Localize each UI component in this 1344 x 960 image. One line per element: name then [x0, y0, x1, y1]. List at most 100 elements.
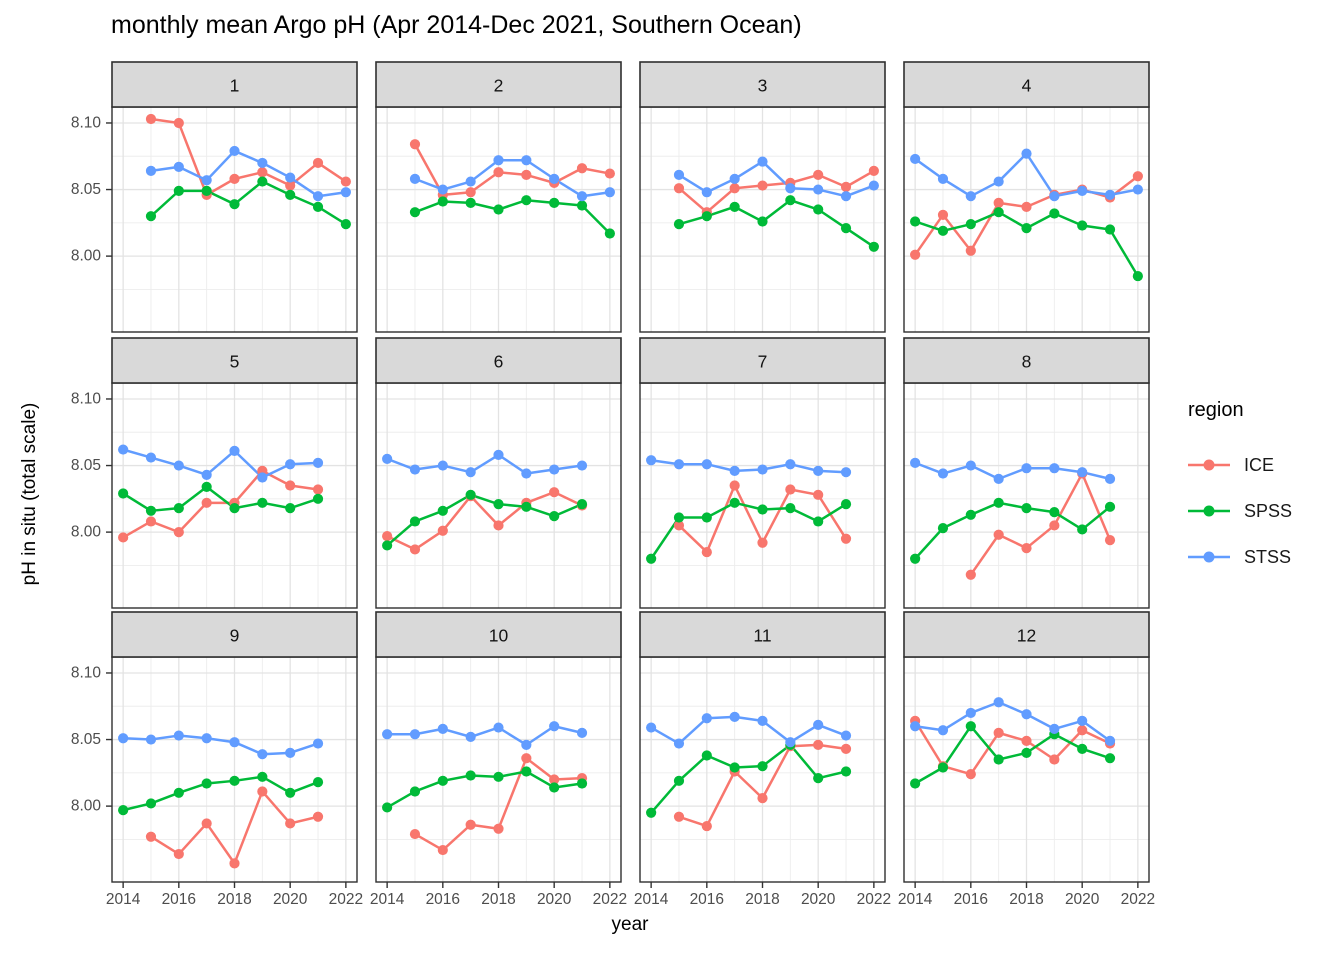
- series-points-STSS: [673, 156, 879, 202]
- data-point: [673, 738, 685, 749]
- data-point: [145, 831, 157, 842]
- data-point: [312, 493, 324, 504]
- data-point: [118, 488, 129, 499]
- series-line-ICE: [149, 117, 348, 197]
- y-tick-label: 8.05: [71, 457, 101, 474]
- data-point: [910, 216, 921, 227]
- data-point: [1104, 189, 1116, 200]
- data-point: [549, 197, 560, 208]
- facet-strip: [111, 61, 358, 108]
- data-point: [229, 858, 240, 869]
- data-point: [382, 531, 393, 542]
- data-point: [1021, 148, 1032, 159]
- x-tick-label: 2014: [898, 891, 933, 908]
- legend-label: ICE: [1244, 454, 1275, 475]
- series-points-SPSS: [646, 497, 852, 564]
- data-point: [701, 187, 712, 198]
- data-point: [1104, 753, 1116, 764]
- facet-strip: [375, 61, 622, 108]
- data-point: [757, 216, 768, 227]
- data-point: [965, 569, 976, 580]
- data-point: [785, 484, 796, 495]
- facet-strip-label: 1: [230, 76, 240, 96]
- data-point: [257, 497, 268, 508]
- data-point: [1104, 224, 1116, 235]
- data-point: [201, 778, 212, 789]
- data-point: [673, 520, 685, 531]
- data-point: [229, 737, 240, 748]
- data-point: [1049, 723, 1060, 734]
- data-point: [729, 201, 740, 212]
- plot-title: monthly mean Argo pH (Apr 2014-Dec 2021,…: [111, 11, 802, 39]
- data-point: [382, 729, 393, 740]
- data-point: [965, 460, 976, 471]
- data-point: [910, 249, 921, 260]
- data-point: [937, 762, 949, 773]
- data-point: [910, 553, 921, 564]
- data-point: [465, 467, 476, 478]
- data-point: [701, 512, 712, 523]
- data-point: [229, 199, 240, 210]
- data-point: [409, 464, 421, 475]
- data-point: [701, 750, 712, 761]
- data-point: [673, 183, 685, 194]
- y-tick-label: 8.05: [71, 731, 101, 748]
- series-points-STSS: [382, 449, 588, 479]
- data-point: [173, 503, 184, 514]
- series-points-ICE: [118, 465, 324, 543]
- data-point: [465, 731, 476, 742]
- data-point: [173, 787, 184, 798]
- data-point: [465, 197, 476, 208]
- data-point: [521, 739, 532, 750]
- data-point: [1021, 503, 1032, 514]
- series-line-ICE: [969, 472, 1112, 576]
- facet-strip-label: 11: [753, 626, 771, 646]
- data-point: [229, 503, 240, 514]
- data-point: [173, 848, 184, 860]
- data-point: [521, 501, 532, 512]
- data-point: [937, 468, 949, 479]
- data-point: [118, 444, 129, 455]
- series-points-STSS: [118, 730, 324, 760]
- data-point: [604, 228, 615, 239]
- data-point: [1049, 520, 1060, 531]
- legend-label: STSS: [1244, 546, 1292, 567]
- data-point: [229, 775, 240, 786]
- data-point: [521, 155, 532, 166]
- series-points-STSS: [382, 721, 588, 750]
- data-point: [465, 176, 476, 187]
- data-point: [1132, 270, 1143, 282]
- data-point: [646, 807, 657, 818]
- data-point: [965, 219, 976, 230]
- legend-entry-ice: ICE: [1186, 452, 1292, 478]
- data-point: [813, 739, 824, 750]
- data-point: [937, 209, 949, 220]
- data-point: [1021, 201, 1032, 212]
- data-point: [493, 167, 504, 178]
- facet-2: 2: [375, 61, 622, 333]
- data-point: [118, 532, 129, 543]
- data-point: [604, 187, 615, 198]
- data-point: [937, 225, 949, 236]
- data-point: [673, 219, 685, 230]
- x-tick-label: 2020: [273, 891, 308, 908]
- y-tick-label: 8.00: [71, 248, 102, 265]
- data-point: [576, 191, 588, 202]
- series-points-SPSS: [382, 489, 588, 551]
- series-points-SPSS: [910, 497, 1116, 564]
- data-point: [285, 459, 296, 470]
- legend-key-line-point-icon: [1188, 505, 1230, 517]
- data-point: [409, 516, 421, 527]
- data-point: [937, 173, 949, 184]
- data-point: [285, 180, 296, 191]
- data-point: [937, 725, 949, 736]
- data-point: [1104, 535, 1116, 546]
- facet-strip: [903, 337, 1150, 384]
- series-line-SPSS: [913, 724, 1112, 785]
- data-point: [201, 733, 212, 744]
- series-points-STSS: [910, 457, 1116, 484]
- data-point: [910, 457, 921, 468]
- data-point: [521, 753, 532, 764]
- data-point: [673, 811, 685, 822]
